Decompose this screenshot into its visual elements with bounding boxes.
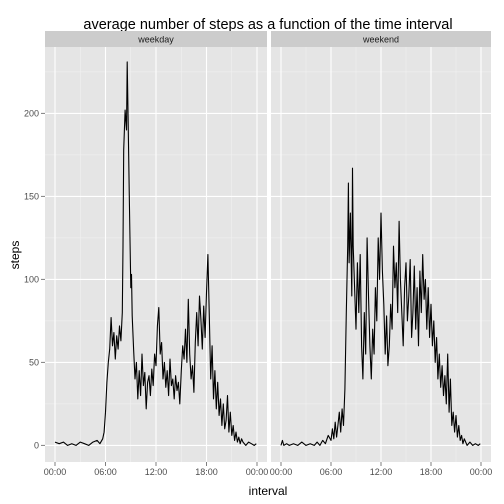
facet-weekday: weekday 00:00 06:00 12:00 18:00 00:00 <box>44 31 269 477</box>
series-line-weekday <box>54 61 257 446</box>
y-tick-label: 150 <box>24 191 39 201</box>
y-tick-label: 100 <box>24 274 39 284</box>
y-tick-label: 200 <box>24 108 39 118</box>
y-axis-ticks: 0 50 100 150 200 <box>24 108 45 450</box>
x-tick-label: 06:00 <box>94 467 117 477</box>
chart-title: average number of steps as a function of… <box>83 17 452 33</box>
y-tick-label: 50 <box>29 357 39 367</box>
x-tick-label: 00:00 <box>246 467 269 477</box>
y-tick-label: 0 <box>34 440 39 450</box>
facet-strip-label: weekend <box>362 35 399 45</box>
facet-strip <box>271 31 491 47</box>
x-tick-label: 18:00 <box>195 467 218 477</box>
x-tick-label: 00:00 <box>44 467 67 477</box>
x-tick-label: 12:00 <box>145 467 168 477</box>
x-tick-label: 00:00 <box>470 467 493 477</box>
facet-strip <box>45 31 267 47</box>
facet-strip-label: weekday <box>137 35 174 45</box>
x-axis-title: interval <box>249 484 288 498</box>
series-line-weekend <box>280 167 481 446</box>
x-tick-label: 12:00 <box>370 467 393 477</box>
x-tick-label: 00:00 <box>270 467 293 477</box>
facet-weekend: weekend 00:00 06:00 12:00 18:00 00:00 <box>270 31 493 477</box>
x-tick-label: 06:00 <box>320 467 343 477</box>
facet-panels: weekday 00:00 06:00 12:00 18:00 00:00 weekend 0… <box>44 31 493 477</box>
x-tick-label: 18:00 <box>420 467 443 477</box>
y-axis-title: steps <box>8 241 22 270</box>
